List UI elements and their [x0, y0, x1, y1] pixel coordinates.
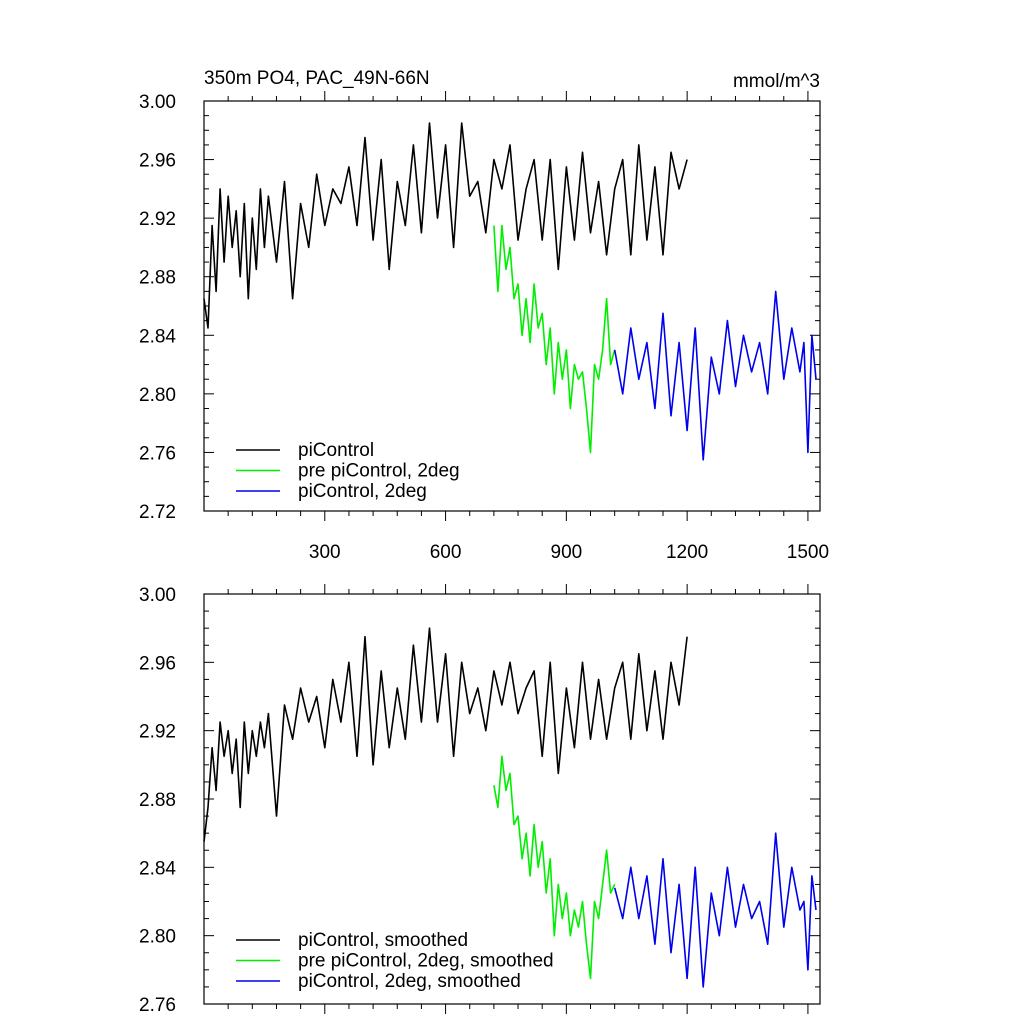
legend-label-1: pre piControl, 2deg, smoothed [298, 951, 554, 972]
y-tick-label: 2.88 [139, 268, 176, 289]
y-tick-label: 3.00 [139, 92, 176, 113]
top-x-axis: 300 600 900 1200 1500 [227, 91, 829, 563]
y-tick-label: 2.96 [139, 151, 176, 172]
y-tick-label: 2.88 [139, 790, 176, 811]
legend-label-0: piControl [298, 440, 374, 461]
y-tick-label: 2.84 [139, 858, 176, 879]
y-tick-label: 3.00 [139, 585, 176, 606]
series-line-2 [613, 832, 817, 988]
y-tick-label: 2.96 [139, 653, 176, 674]
legend-label-2: piControl, 2deg [298, 481, 427, 502]
figure-title: 350m PO4, PAC_49N-66N [204, 68, 430, 89]
top-y-axis: 2.72 2.76 2.80 2.84 2.88 2.92 2.96 3.00 [139, 92, 820, 523]
series-line-0 [203, 627, 688, 842]
bottom-y-axis: 2.76 2.80 2.84 2.88 2.92 2.96 3.00 [139, 585, 820, 1016]
y-tick-label: 2.92 [139, 209, 176, 230]
bottom-series-group [203, 627, 817, 988]
legend-label-1: pre piControl, 2deg [298, 461, 460, 482]
x-tick-label: 900 [551, 542, 583, 563]
x-tick-label: 1200 [666, 542, 708, 563]
y-tick-label: 2.80 [139, 927, 176, 948]
top-panel: 350m PO4, PAC_49N-66N mmol/m^3 2.722.762… [139, 68, 829, 563]
series-line-1 [493, 224, 616, 454]
series-line-1 [493, 755, 616, 980]
legend-label-2: piControl, 2deg, smoothed [298, 971, 521, 992]
top-series-group [203, 122, 817, 461]
x-tick-label: 300 [309, 542, 341, 563]
legend-label-0: piControl, smoothed [298, 930, 468, 951]
series-line-2 [613, 290, 817, 461]
bottom-panel: 2.76 2.80 2.84 2.88 2.92 2.96 3.00 piControl, … [139, 584, 821, 1016]
y-tick-label: 2.84 [139, 326, 176, 347]
bottom-x-axis [227, 584, 809, 1014]
y-tick-label: 2.72 [139, 502, 176, 523]
y-tick-label: 2.76 [139, 443, 176, 464]
y-tick-label: 2.80 [139, 385, 176, 406]
units-label: mmol/m^3 [733, 71, 820, 92]
x-tick-label: 600 [430, 542, 462, 563]
x-tick-label: 1500 [787, 542, 829, 563]
y-tick-label: 2.76 [139, 995, 176, 1016]
series-line-0 [203, 122, 688, 329]
y-tick-label: 2.92 [139, 722, 176, 743]
